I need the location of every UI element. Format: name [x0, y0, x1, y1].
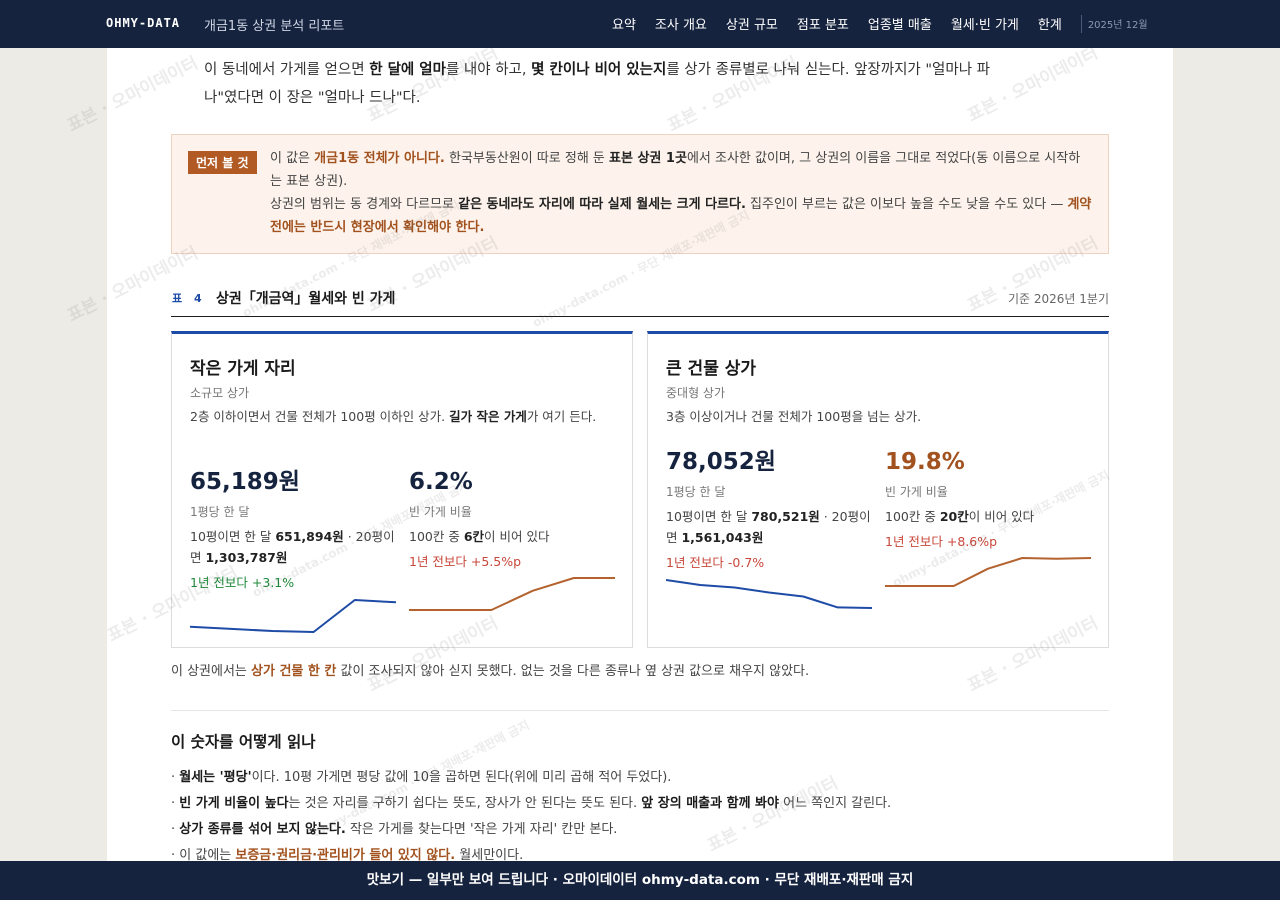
- list-item: · 이 값에는 보증금·권리금·관리비가 들어 있지 않다. 월세만이다.: [171, 848, 524, 861]
- section-divider: [171, 710, 1109, 711]
- card-description: 2층 이하이면서 건물 전체가 100평 이하인 상가. 길가 작은 가게가 여…: [190, 409, 597, 424]
- vacancy-sparkline: [885, 557, 1091, 587]
- brand-logo[interactable]: OHMY-DATA: [106, 16, 181, 30]
- main-nav: 요약 조사 개요 상권 규모 점포 분포 업종별 매출 월세·빈 가게 한계 2…: [612, 14, 1148, 33]
- nav-limitations[interactable]: 한계: [1037, 18, 1062, 33]
- list-item: · 월세는 '평당'이다. 10평 가게면 평당 값에 10을 곱하면 된다(위…: [171, 770, 672, 785]
- intro-paragraph: 이 동네에서 가게를 얻으면 한 달에 얼마를 내야 하고, 몇 칸이나 비어 …: [204, 62, 991, 106]
- rent-label: 1평당 한 달: [666, 485, 726, 499]
- card-title: 큰 건물 상가: [666, 359, 757, 379]
- report-page: 이 동네에서 가게를 얻으면 한 달에 얼마를 내야 하고, 몇 칸이나 비어 …: [107, 48, 1173, 861]
- rent-trend-line: [666, 579, 872, 609]
- card-description: 3층 이상이거나 건물 전체가 100평을 넘는 상가.: [666, 409, 922, 424]
- card-subtitle: 중대형 상가: [666, 386, 726, 400]
- card-small-shop: 작은 가게 자리 소규모 상가 2층 이하이면서 건물 전체가 100평 이하인…: [171, 331, 633, 648]
- list-item: · 상가 종류를 섞어 보지 않는다. 작은 가게를 찾는다면 '작은 가게 자…: [171, 822, 618, 837]
- howto-title: 이 숫자를 어떻게 읽나: [171, 733, 316, 751]
- rent-metric: 65,189원 1평당 한 달 10평이면 한 달 651,894원 · 20평…: [190, 468, 400, 591]
- nav-sales-by-industry[interactable]: 업종별 매출: [867, 18, 932, 33]
- nav-survey-overview[interactable]: 조사 개요: [654, 18, 707, 33]
- card-large-building: 큰 건물 상가 중대형 상가 3층 이상이거나 건물 전체가 100평을 넘는 …: [647, 331, 1109, 648]
- vacancy-metric: 6.2% 빈 가게 비율 100칸 중 6칸이 비어 있다 1년 전보다 +5.…: [409, 468, 619, 570]
- caution-badge: 먼저 볼 것: [188, 151, 257, 174]
- nav-divider: [1080, 14, 1082, 33]
- nav-store-distribution[interactable]: 점포 분포: [796, 18, 849, 33]
- table-title: 상권「개금역」월세와 빈 가게: [216, 291, 396, 307]
- caution-text: 이 값은 개금1동 전체가 아니다. 한국부동산원이 따로 정해 둔 표본 상권…: [270, 151, 1092, 235]
- vacancy-detail: 100칸 중 6칸이 비어 있다: [409, 529, 550, 544]
- table-date: 기준 2026년 1분기: [1007, 292, 1109, 306]
- rent-detail: 10평이면 한 달 651,894원 · 20평이면 1,303,787원: [190, 529, 395, 565]
- rent-change: 1년 전보다 +3.1%: [190, 575, 295, 590]
- vacancy-trend-line: [409, 577, 615, 611]
- missing-data-note: 이 상권에서는 상가 건물 한 칸 값이 조사되지 않아 싣지 못했다. 없는 …: [171, 664, 810, 679]
- vacancy-sparkline: [409, 577, 615, 611]
- vacancy-detail: 100칸 중 20칸이 비어 있다: [885, 509, 1035, 524]
- vacancy-change: 1년 전보다 +8.6%p: [885, 534, 998, 549]
- table-header: 표 4 상권「개금역」월세와 빈 가게 기준 2026년 1분기: [171, 286, 1109, 317]
- rent-label: 1평당 한 달: [190, 505, 250, 519]
- vacancy-change: 1년 전보다 +5.5%p: [409, 554, 522, 569]
- report-title: 개금1동 상권 분석 리포트: [204, 19, 345, 34]
- list-item: · 빈 가게 비율이 높다는 것은 자리를 구하기 쉽다는 뜻도, 장사가 안 …: [171, 796, 892, 811]
- rent-sparkline: [666, 579, 872, 609]
- vacancy-value: 19.8%: [885, 449, 965, 475]
- howto-list: · 월세는 '평당'이다. 10평 가게면 평당 값에 10을 곱하면 된다(위…: [171, 765, 1109, 861]
- report-date: 2025년 12월: [1087, 20, 1148, 31]
- rent-trend-line: [190, 599, 396, 633]
- card-subtitle: 소규모 상가: [190, 386, 250, 400]
- rent-sparkline: [190, 599, 396, 633]
- vacancy-value: 6.2%: [409, 469, 473, 495]
- rent-change: 1년 전보다 -0.7%: [666, 555, 765, 570]
- vacancy-label: 빈 가게 비율: [885, 485, 948, 499]
- table-number: 표 4: [172, 292, 206, 305]
- caution-box: 먼저 볼 것 이 값은 개금1동 전체가 아니다. 한국부동산원이 따로 정해 …: [171, 134, 1109, 254]
- nav-rent-vacancy[interactable]: 월세·빈 가게: [950, 18, 1019, 33]
- rent-detail: 10평이면 한 달 780,521원 · 20평이면 1,561,043원: [666, 509, 871, 545]
- rent-metric: 78,052원 1평당 한 달 10평이면 한 달 780,521원 · 20평…: [666, 448, 876, 571]
- footer-banner: 맛보기 — 일부만 보여 드립니다 · 오마이데이터 ohmy-data.com…: [0, 861, 1280, 900]
- nav-market-size[interactable]: 상권 규모: [725, 18, 778, 33]
- rent-value: 78,052원: [666, 449, 776, 475]
- rent-value: 65,189원: [190, 469, 300, 495]
- nav-summary[interactable]: 요약: [612, 18, 636, 33]
- vacancy-metric: 19.8% 빈 가게 비율 100칸 중 20칸이 비어 있다 1년 전보다 +…: [885, 448, 1095, 550]
- vacancy-trend-line: [885, 557, 1091, 587]
- vacancy-label: 빈 가게 비율: [409, 505, 472, 519]
- top-nav-bar: OHMY-DATA 개금1동 상권 분석 리포트 요약 조사 개요 상권 규모 …: [0, 0, 1280, 48]
- card-title: 작은 가게 자리: [190, 359, 296, 379]
